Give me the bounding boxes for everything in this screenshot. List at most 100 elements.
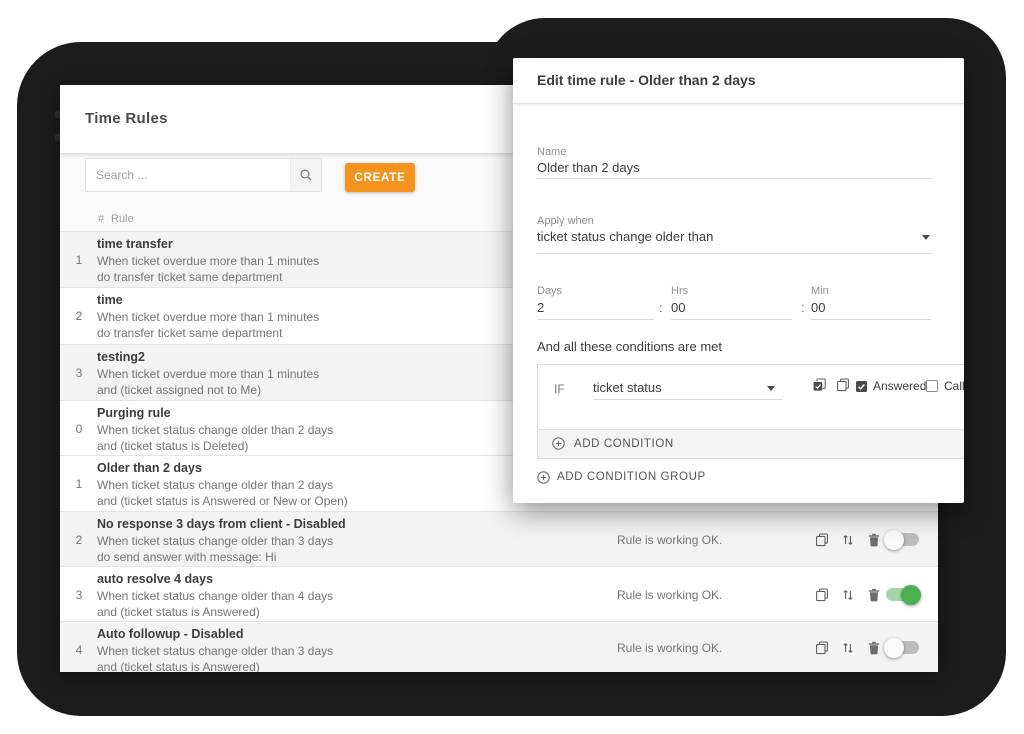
rule-action: and (ticket status is Deleted): [97, 439, 249, 453]
rule-action: do transfer ticket same department: [97, 326, 283, 340]
checkbox-checked-icon: [856, 380, 867, 392]
hrs-field[interactable]: 00: [671, 300, 686, 315]
swap-vert-icon[interactable]: [840, 640, 856, 656]
copy-icon[interactable]: [836, 378, 852, 394]
rule-condition: When ticket status change older than 2 d…: [97, 423, 334, 437]
add-condition-group-button[interactable]: ADD CONDITION GROUP: [537, 468, 706, 486]
create-button[interactable]: CREATE: [345, 163, 415, 192]
dialog-title: Edit time rule - Older than 2 days: [537, 72, 756, 88]
copy-icon[interactable]: [814, 532, 830, 548]
rule-name: Older than 2 days: [97, 461, 202, 475]
rule-action: do transfer ticket same department: [97, 270, 283, 284]
rule-action: and (ticket status is Answered): [97, 660, 260, 672]
toggle-switch[interactable]: [884, 637, 919, 658]
table-row[interactable]: 3 auto resolve 4 days When ticket status…: [60, 566, 938, 622]
rule-condition: When ticket status change older than 2 d…: [97, 478, 334, 492]
dropdown-caret-icon[interactable]: [767, 386, 775, 391]
rule-name: time: [97, 293, 123, 307]
swap-vert-icon[interactable]: [840, 532, 856, 548]
search-input[interactable]: [86, 168, 290, 182]
rule-action: do send answer with message: Hi: [97, 550, 277, 564]
min-label: Min: [811, 285, 829, 297]
row-number: 1: [75, 253, 83, 267]
days-label: Days: [537, 285, 563, 297]
menu-icon: [55, 134, 60, 141]
add-condition-group-label: ADD CONDITION GROUP: [557, 471, 706, 483]
table-header: # Rule: [60, 210, 938, 231]
rule-name: Auto followup - Disabled: [97, 627, 244, 641]
swap-vert-icon[interactable]: [840, 587, 856, 603]
days-field[interactable]: 2: [537, 300, 545, 315]
dropdown-caret-icon[interactable]: [922, 235, 930, 240]
row-number: 0: [75, 422, 83, 436]
column-header-rule: Rule: [111, 213, 134, 225]
status-text: Rule is working OK.: [617, 587, 723, 602]
menu-icon: [55, 111, 60, 118]
add-condition-label: ADD CONDITION: [574, 438, 674, 450]
checkbox-label: Calling: [944, 379, 964, 393]
name-field[interactable]: Older than 2 days: [537, 160, 640, 175]
rule-name: auto resolve 4 days: [97, 572, 214, 586]
delete-icon[interactable]: [866, 587, 882, 603]
row-number: 2: [75, 309, 83, 323]
if-label: IF: [554, 382, 565, 396]
page-title: Time Rules: [85, 110, 168, 127]
checkbox-answered[interactable]: Answered: [856, 379, 926, 393]
column-header-num: #: [98, 213, 105, 225]
checkbox-label: Answered: [873, 379, 927, 393]
rule-action: and (ticket assigned not to Me): [97, 383, 262, 397]
rule-condition: When ticket status change older than 3 d…: [97, 644, 334, 658]
rule-condition: When ticket status change older than 3 d…: [97, 534, 334, 548]
apply-when-underline: [537, 253, 932, 254]
table-row[interactable]: 2 No response 3 days from client - Disab…: [60, 511, 938, 567]
dialog-header: Edit time rule - Older than 2 days: [513, 58, 964, 104]
condition-underline: [593, 399, 783, 400]
min-underline: [811, 319, 931, 320]
rule-condition: When ticket status change older than 4 d…: [97, 589, 334, 603]
rule-action: and (ticket status is Answered): [97, 605, 260, 619]
status-text: Rule is working OK.: [617, 532, 723, 547]
table-row[interactable]: 4 Auto followup - Disabled When ticket s…: [60, 621, 938, 672]
rule-name: time transfer: [97, 237, 173, 251]
row-number: 3: [75, 366, 83, 380]
hrs-label: Hrs: [671, 285, 689, 297]
rule-condition: When ticket overdue more than 1 minutes: [97, 310, 320, 324]
row-actions: Rule is working OK.: [60, 567, 938, 622]
toggle-switch[interactable]: [884, 529, 919, 550]
add-circle-icon: [552, 437, 565, 455]
edit-rule-dialog: Edit time rule - Older than 2 days Name …: [513, 58, 964, 503]
delete-icon[interactable]: [866, 532, 882, 548]
name-label: Name: [537, 146, 567, 158]
apply-when-select[interactable]: ticket status change older than: [537, 229, 714, 244]
time-separator: :: [659, 300, 663, 315]
delete-icon[interactable]: [866, 640, 882, 656]
toggle-switch[interactable]: [886, 584, 921, 605]
hrs-underline: [671, 319, 792, 320]
search-box[interactable]: [85, 158, 322, 192]
copy-icon[interactable]: [814, 587, 830, 603]
rule-name: No response 3 days from client - Disable…: [97, 517, 346, 531]
row-number: 3: [75, 588, 83, 602]
row-number: 1: [75, 477, 83, 491]
row-number: 2: [75, 533, 83, 547]
add-condition-button[interactable]: ADD CONDITION: [538, 429, 964, 458]
rule-name: Purging rule: [97, 406, 171, 420]
search-icon[interactable]: [290, 159, 321, 191]
checkbox-calling[interactable]: Calling: [926, 379, 964, 393]
condition-group: IF ticket status Answered Calling ADD CO…: [537, 364, 964, 459]
copy-icon[interactable]: [814, 640, 830, 656]
min-field[interactable]: 00: [811, 300, 826, 315]
row-number: 4: [75, 643, 83, 657]
apply-when-label: Apply when: [537, 215, 594, 227]
rule-action: and (ticket status is Answered or New or…: [97, 494, 348, 508]
rule-condition: When ticket overdue more than 1 minutes: [97, 254, 320, 268]
select-all-icon[interactable]: [812, 378, 828, 394]
row-actions: Rule is working OK.: [60, 622, 938, 672]
add-circle-icon: [537, 470, 550, 484]
days-underline: [537, 319, 654, 320]
rule-condition: When ticket overdue more than 1 minutes: [97, 367, 320, 381]
conditions-heading: And all these conditions are met: [537, 339, 722, 354]
condition-field-select[interactable]: ticket status: [593, 380, 662, 395]
rule-name: testing2: [97, 350, 145, 364]
